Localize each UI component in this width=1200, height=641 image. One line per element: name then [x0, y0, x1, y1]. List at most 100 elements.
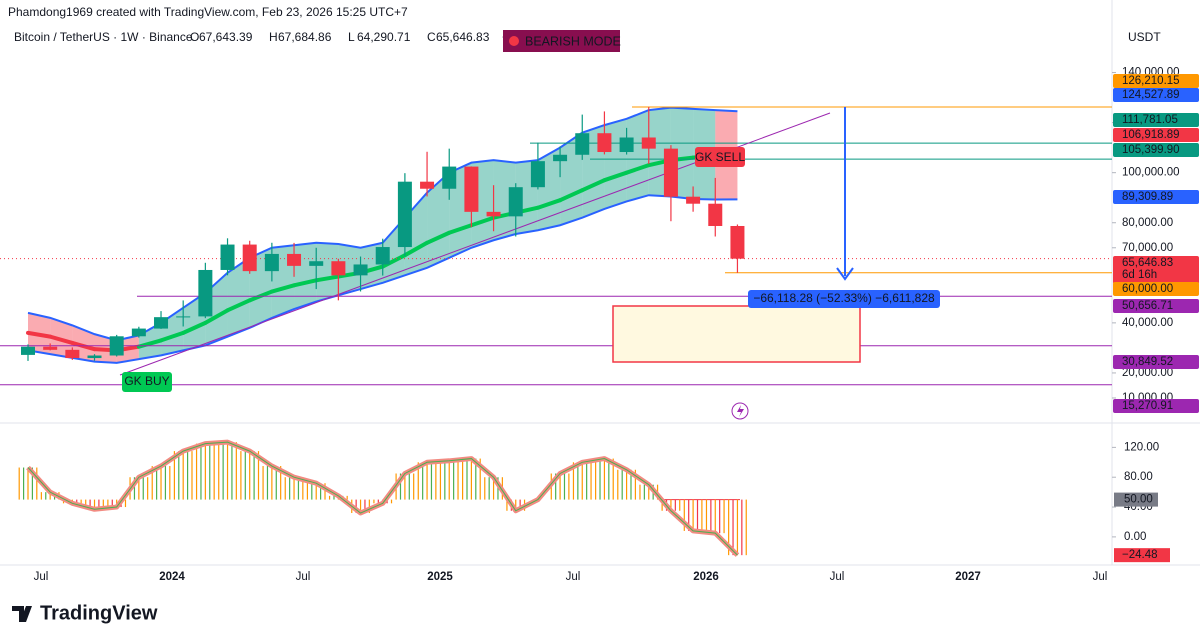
- last-badge: [1114, 548, 1170, 563]
- basis-line: [402, 240, 430, 258]
- basis-line: [48, 334, 75, 345]
- candle-body: [730, 225, 745, 259]
- level-badge: [1113, 355, 1199, 369]
- osc-tick-label: 0.00: [1124, 531, 1146, 543]
- band-fill: [294, 242, 317, 310]
- candle-body: [287, 253, 302, 266]
- level-badge: [1113, 88, 1199, 102]
- basis-line: [469, 215, 496, 228]
- y-tick-label: 100,000.00: [1122, 167, 1180, 179]
- countdown: 6d 16h: [1122, 269, 1157, 281]
- level-label: 124,527.89: [1122, 89, 1180, 101]
- basis-line: [447, 223, 474, 235]
- basis-line: [558, 188, 585, 203]
- candle-body: [43, 346, 58, 350]
- basis-line: [269, 283, 297, 294]
- currency: USDT: [1128, 30, 1161, 44]
- basis-line: [425, 230, 452, 245]
- basis-line: [181, 320, 208, 335]
- level-badge: [1113, 282, 1199, 296]
- y-tick-label: 20,000.00: [1122, 367, 1173, 379]
- mode-dot: [509, 36, 519, 46]
- level-badge: [1113, 113, 1199, 127]
- candle-body: [375, 247, 390, 265]
- candle-body: [486, 211, 501, 217]
- level-label: 30,849.52: [1122, 356, 1173, 368]
- ohlc-value: 64,290.71: [357, 30, 411, 44]
- level-label: 50,656.71: [1122, 300, 1173, 312]
- alert-bolt: [737, 405, 744, 417]
- measure-arrow: [836, 267, 854, 281]
- x-tick-label: 2026: [693, 571, 719, 583]
- baseline-badge: [1114, 492, 1158, 507]
- basis-line: [624, 163, 651, 175]
- last-label: −24.48: [1122, 549, 1158, 561]
- candle-body: [65, 349, 80, 359]
- candle-body: [686, 196, 701, 204]
- band-fill: [338, 244, 361, 296]
- basis-line: [26, 330, 53, 339]
- buy-badge: [122, 372, 172, 392]
- candle-body: [154, 317, 169, 329]
- candle-body: [508, 187, 523, 217]
- sell-badge: [695, 147, 745, 167]
- ohlc-value: 67,684.86: [278, 30, 332, 44]
- candle-body: [442, 166, 457, 189]
- candle-body: [21, 346, 35, 355]
- candle-body: [309, 261, 324, 266]
- basis-line: [314, 274, 341, 283]
- ohlc-key: C: [427, 30, 436, 44]
- band-fill: [227, 257, 250, 337]
- y-tick-label: 70,000.00: [1122, 242, 1173, 254]
- level-label: 126,210.15: [1122, 75, 1180, 87]
- candle-body: [109, 336, 124, 356]
- level-badge: [1113, 299, 1199, 313]
- candle-body: [264, 253, 279, 272]
- mode-badge: [503, 30, 620, 52]
- y-tick-label: 80,000.00: [1122, 217, 1173, 229]
- x-tick-label: Jul: [830, 571, 845, 583]
- candle-body: [575, 133, 590, 155]
- level-badge: [1113, 143, 1199, 157]
- band-fill: [427, 172, 450, 268]
- candle-body: [619, 137, 634, 153]
- sell-label: GK SELL: [695, 150, 745, 164]
- band-fill: [493, 160, 516, 241]
- candle-body: [464, 166, 479, 212]
- ohlc-key: O: [190, 30, 199, 44]
- level-label: 111,781.05: [1122, 114, 1178, 126]
- level-label: 60,000.00: [1122, 283, 1173, 295]
- candle-body: [331, 261, 346, 276]
- credit: Phamdong1969 created with TradingView.co…: [8, 5, 408, 19]
- x-tick-label: Jul: [1093, 571, 1108, 583]
- candle-body: [198, 269, 213, 317]
- candle-body: [597, 133, 612, 153]
- mode-text: BEARISH MODE: [525, 34, 621, 48]
- x-tick-label: Jul: [296, 571, 311, 583]
- basis-line: [292, 278, 319, 288]
- level-badge: [1113, 399, 1199, 413]
- basis-line: [380, 253, 407, 269]
- ohlc-key: H: [269, 30, 278, 44]
- candle-body: [708, 203, 723, 226]
- target-zone: [612, 305, 861, 363]
- level-label: 15,270.91: [1122, 400, 1173, 412]
- band-edge: [27, 194, 738, 364]
- level-label: 105,399.90: [1122, 144, 1180, 156]
- ohlc-value: 67,643.39: [199, 30, 253, 44]
- candle-body: [220, 244, 235, 270]
- level-label: 65,646.83: [1122, 257, 1173, 269]
- level-label: 106,918.89: [1122, 129, 1180, 141]
- level-badge: [1113, 190, 1199, 204]
- candle-body: [87, 355, 102, 359]
- logo-mark: [12, 606, 32, 622]
- candle-body: [176, 316, 191, 318]
- candle-body: [641, 137, 656, 149]
- candle-body: [530, 161, 545, 188]
- band-fill: [316, 242, 339, 302]
- level-badge: [1113, 74, 1199, 88]
- x-tick-label: 2024: [159, 571, 185, 583]
- basis-line: [225, 298, 252, 313]
- x-tick-label: 2027: [955, 571, 981, 583]
